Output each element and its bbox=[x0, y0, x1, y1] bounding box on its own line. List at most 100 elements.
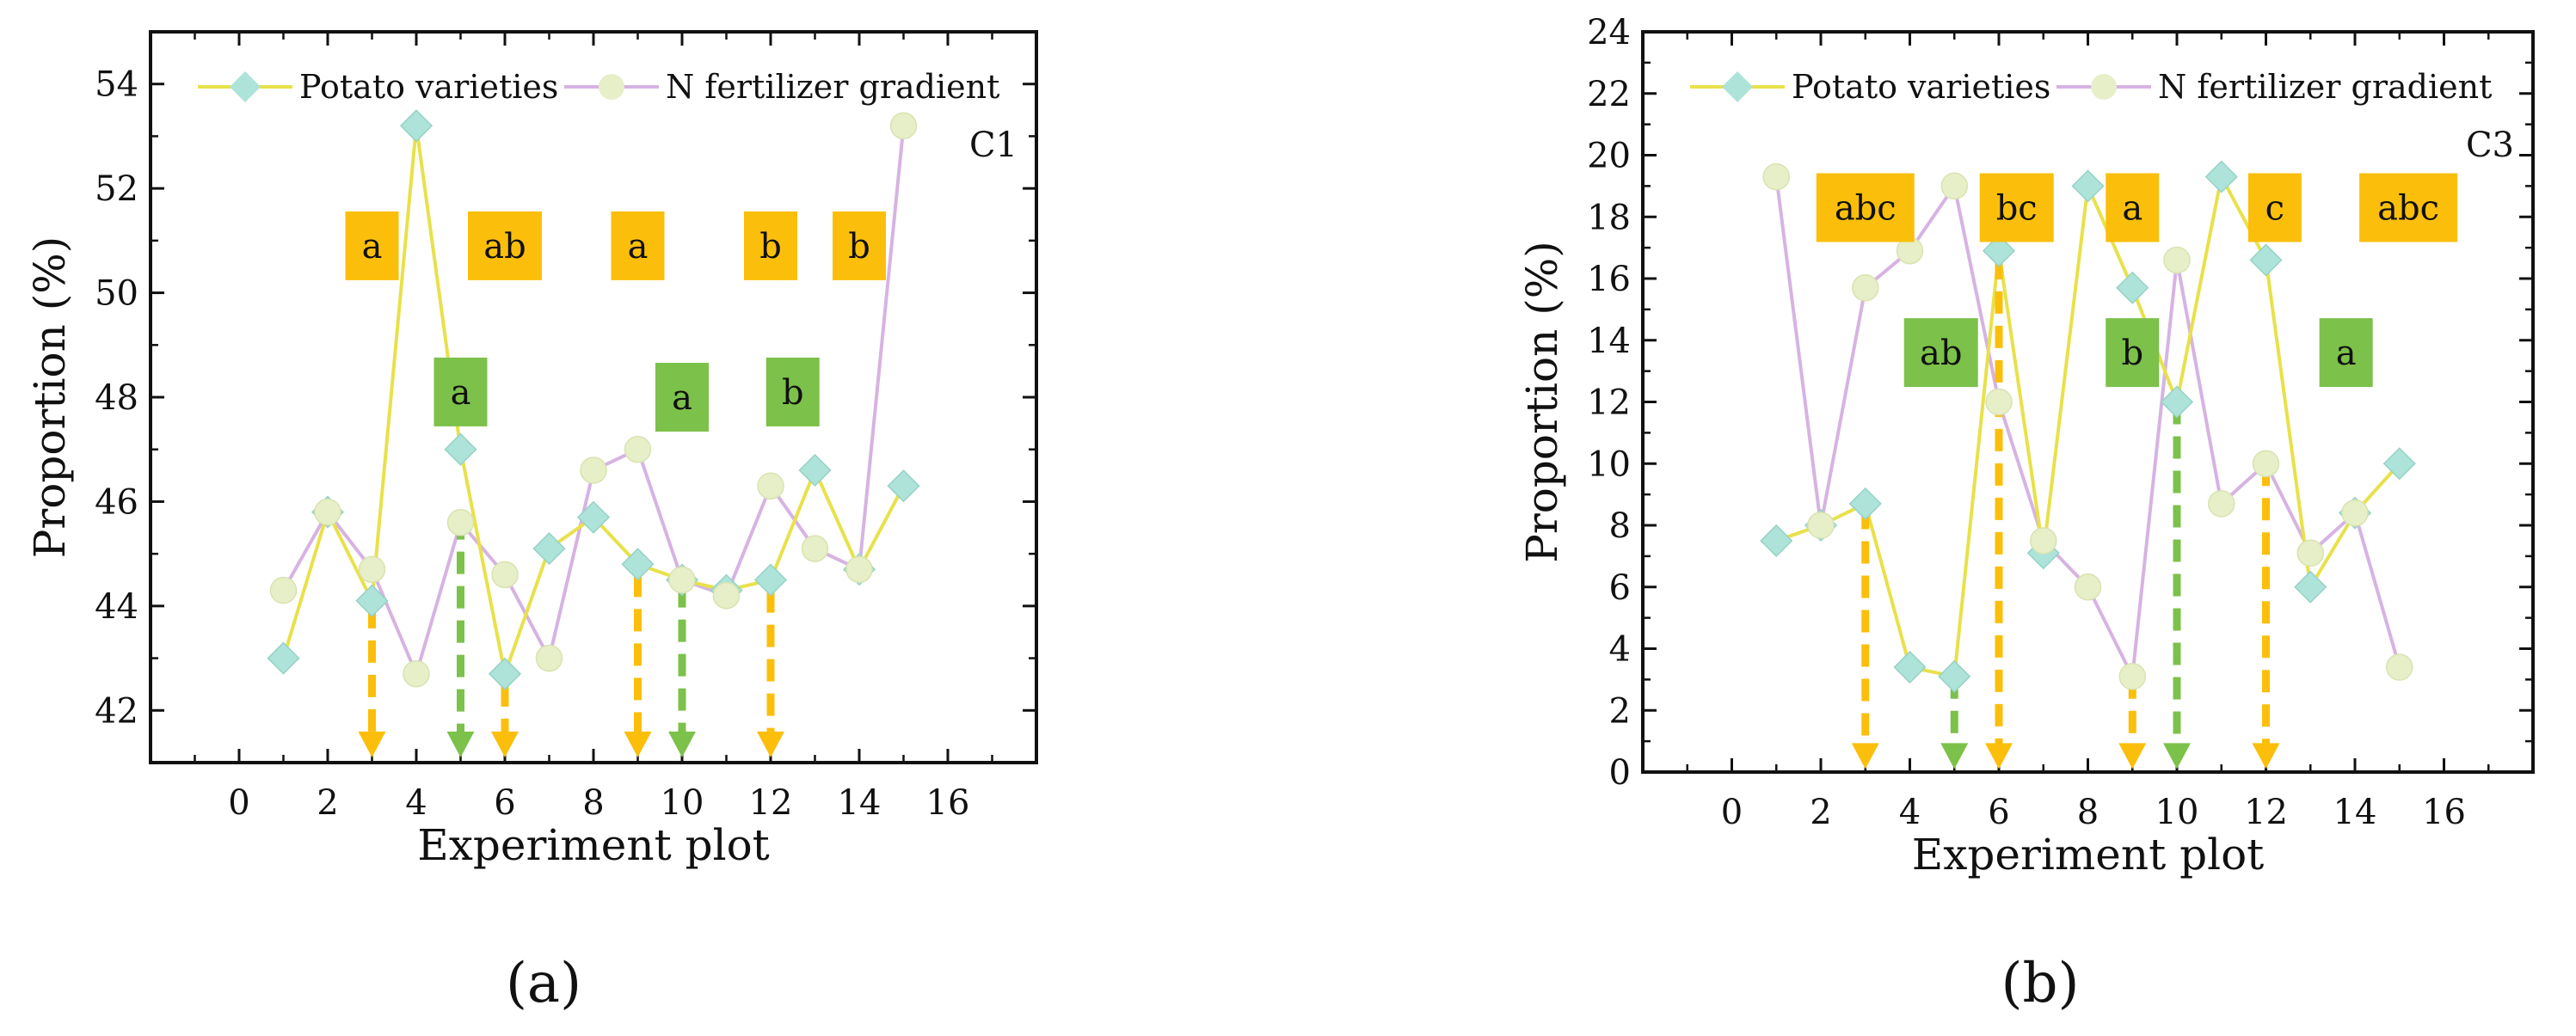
arrow-head bbox=[491, 731, 519, 757]
significance-letter: a bbox=[451, 373, 471, 413]
data-point-potato-varieties bbox=[2071, 169, 2105, 203]
y-tick-label: 14 bbox=[1587, 322, 1631, 361]
data-point-potato-varieties bbox=[1760, 524, 1793, 557]
x-tick-label: 6 bbox=[1988, 793, 2009, 832]
x-tick-label: 8 bbox=[582, 783, 604, 823]
data-point-potato-varieties bbox=[753, 563, 788, 597]
y-tick-label: 46 bbox=[95, 482, 138, 522]
arrow-head bbox=[2118, 743, 2147, 769]
x-tick-label: 14 bbox=[2333, 793, 2377, 832]
legend-label: N fertilizer gradient bbox=[666, 68, 999, 106]
data-point-n-fertilizer-gradient bbox=[2074, 573, 2102, 601]
data-point-n-fertilizer-gradient bbox=[491, 561, 519, 589]
x-tick-label: 12 bbox=[749, 783, 793, 823]
significance-letter-box bbox=[2359, 173, 2458, 242]
significance-letter: ab bbox=[1920, 334, 1962, 373]
x-tick-label: 12 bbox=[2244, 793, 2288, 832]
data-point-n-fertilizer-gradient bbox=[269, 576, 298, 604]
significance-letter: abc bbox=[1835, 188, 1897, 228]
data-point-potato-varieties bbox=[399, 109, 433, 143]
arrow-head bbox=[446, 731, 475, 757]
data-point-n-fertilizer-gradient bbox=[2163, 246, 2191, 274]
data-point-n-fertilizer-gradient bbox=[1940, 172, 1968, 200]
y-tick-label: 48 bbox=[95, 378, 138, 418]
data-point-n-fertilizer-gradient bbox=[2341, 499, 2369, 527]
legend-marker bbox=[2091, 74, 2117, 100]
significance-letter: a bbox=[362, 227, 383, 267]
y-tick-label: 22 bbox=[1587, 75, 1631, 114]
data-point-n-fertilizer-gradient bbox=[624, 435, 652, 463]
arrow-head bbox=[757, 731, 784, 757]
data-point-potato-varieties bbox=[2204, 160, 2238, 193]
significance-letter-box bbox=[433, 357, 488, 426]
data-point-n-fertilizer-gradient bbox=[446, 508, 475, 536]
significance-letter: b bbox=[759, 227, 782, 267]
y-tick-label: 4 bbox=[1609, 630, 1631, 670]
data-point-potato-varieties bbox=[2160, 385, 2194, 419]
series-line-potato-varieties bbox=[1775, 175, 2401, 678]
legend-marker bbox=[1722, 71, 1753, 102]
significance-letter-box bbox=[345, 211, 399, 280]
data-point-n-fertilizer-gradient bbox=[403, 660, 430, 688]
arrow-head bbox=[2252, 743, 2280, 769]
data-point-n-fertilizer-gradient bbox=[668, 566, 696, 594]
x-tick-label: 4 bbox=[1899, 793, 1921, 832]
significance-letter-box bbox=[765, 357, 820, 426]
data-point-potato-varieties bbox=[1982, 234, 2016, 267]
significance-letter-box bbox=[611, 211, 665, 280]
significance-letter: b bbox=[782, 373, 804, 413]
data-point-n-fertilizer-gradient bbox=[1807, 512, 1835, 539]
data-point-potato-varieties bbox=[2116, 271, 2149, 304]
significance-letter: a bbox=[2122, 188, 2143, 228]
x-tick-label: 16 bbox=[926, 783, 970, 823]
y-tick-label: 6 bbox=[1609, 568, 1631, 608]
panel-tag: C3 bbox=[2466, 126, 2514, 165]
data-point-n-fertilizer-gradient bbox=[535, 644, 563, 672]
legend-label: Potato varieties bbox=[1792, 68, 2050, 106]
data-point-n-fertilizer-gradient bbox=[358, 555, 386, 584]
y-tick-label: 50 bbox=[95, 274, 138, 314]
significance-letter: bc bbox=[1996, 188, 2038, 228]
data-point-n-fertilizer-gradient bbox=[1852, 274, 1879, 302]
x-tick-label: 2 bbox=[317, 783, 338, 823]
y-tick-label: 44 bbox=[95, 587, 138, 627]
y-tick-label: 10 bbox=[1587, 444, 1631, 484]
data-point-potato-varieties bbox=[444, 432, 477, 466]
legend-potato-varieties: Potato varieties bbox=[198, 68, 558, 106]
y-tick-label: 12 bbox=[1587, 383, 1631, 423]
data-point-n-fertilizer-gradient bbox=[2252, 450, 2280, 477]
x-tick-label: 0 bbox=[1721, 793, 1743, 832]
data-point-n-fertilizer-gradient bbox=[314, 498, 341, 526]
x-tick-label: 0 bbox=[228, 783, 249, 823]
significance-letter-box bbox=[2247, 173, 2302, 242]
data-point-potato-varieties bbox=[887, 469, 920, 503]
significance-letter: b bbox=[2121, 334, 2143, 373]
data-point-potato-varieties bbox=[267, 641, 300, 675]
data-point-potato-varieties bbox=[1848, 487, 1882, 520]
data-point-n-fertilizer-gradient bbox=[712, 581, 741, 610]
legend-n-fertilizer-gradient: N fertilizer gradient bbox=[2056, 68, 2492, 106]
legend-n-fertilizer-gradient: N fertilizer gradient bbox=[564, 68, 999, 106]
significance-letter: b bbox=[848, 227, 870, 267]
x-tick-label: 4 bbox=[405, 783, 427, 823]
y-tick-label: 20 bbox=[1587, 137, 1631, 176]
significance-letter: a bbox=[2336, 334, 2357, 373]
significance-letter-box bbox=[655, 363, 709, 432]
y-axis-title: Proportion (%) bbox=[25, 236, 75, 558]
legend-potato-varieties: Potato varieties bbox=[1690, 68, 2050, 106]
legend-marker bbox=[599, 74, 624, 100]
data-point-n-fertilizer-gradient bbox=[801, 535, 829, 562]
significance-letter-box bbox=[833, 211, 886, 280]
arrow-head bbox=[2163, 743, 2191, 769]
y-tick-label: 16 bbox=[1587, 260, 1631, 299]
y-tick-label: 2 bbox=[1609, 691, 1631, 731]
chart-panel-b: 0 2 4 6 8 10 12 14 16024681012141618202224Experi… bbox=[1517, 13, 2535, 1015]
significance-letter-box bbox=[2106, 318, 2160, 388]
data-point-potato-varieties bbox=[1938, 659, 1971, 693]
data-point-n-fertilizer-gradient bbox=[889, 112, 918, 140]
significance-letter-box bbox=[468, 211, 542, 280]
arrow-head bbox=[1940, 743, 1969, 769]
data-point-n-fertilizer-gradient bbox=[1985, 388, 2013, 416]
y-tick-label: 18 bbox=[1587, 198, 1631, 237]
